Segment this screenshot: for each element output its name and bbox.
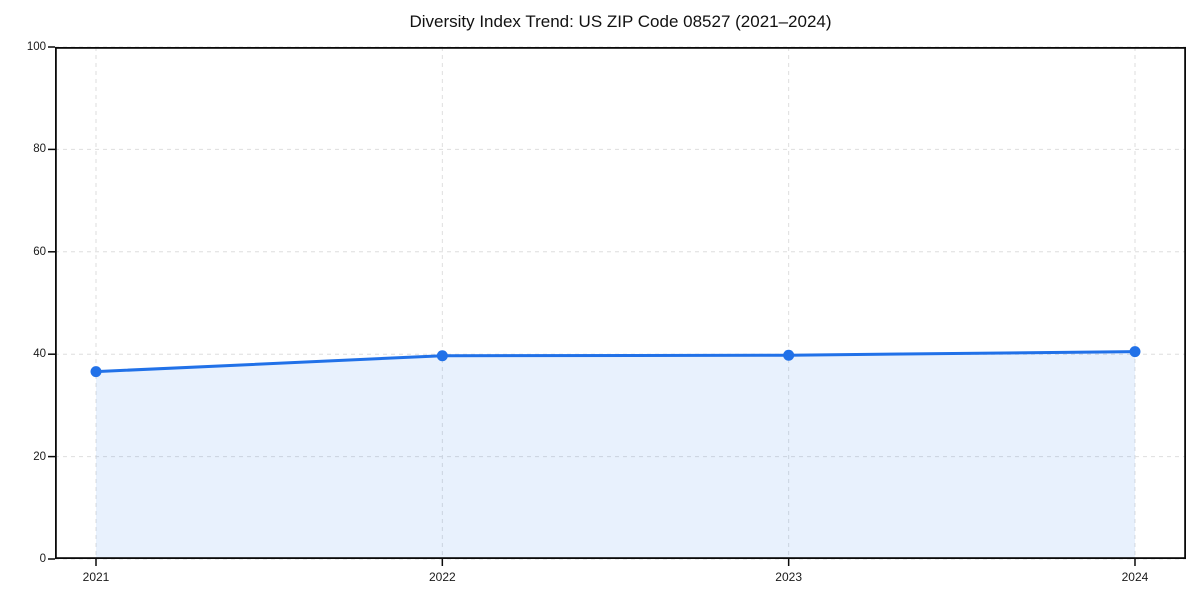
data-point-marker: [436, 350, 448, 362]
x-tick-label: 2023: [775, 570, 803, 584]
x-tick-label: 2021: [82, 570, 110, 584]
area-fill: [96, 351, 1135, 559]
chart-title: Diversity Index Trend: US ZIP Code 08527…: [409, 12, 832, 31]
plot-frame: [54, 46, 1186, 560]
plot-canvas: [48, 46, 1186, 566]
data-point-marker: [1129, 346, 1141, 358]
plot-area: [48, 46, 1186, 566]
x-tick-label: 2022: [428, 570, 456, 584]
y-tick-label: 80: [33, 143, 46, 156]
trend-line: [94, 350, 1137, 374]
y-tick-label: 20: [33, 450, 46, 463]
y-tick-label: 100: [26, 41, 46, 53]
y-tick-label: 60: [33, 245, 46, 258]
y-tick-label: 0: [39, 553, 46, 565]
data-point-marker: [783, 349, 795, 361]
x-tick-label: 2024: [1121, 570, 1149, 584]
data-point-marker: [90, 366, 102, 378]
y-tick-label: 40: [33, 348, 46, 361]
